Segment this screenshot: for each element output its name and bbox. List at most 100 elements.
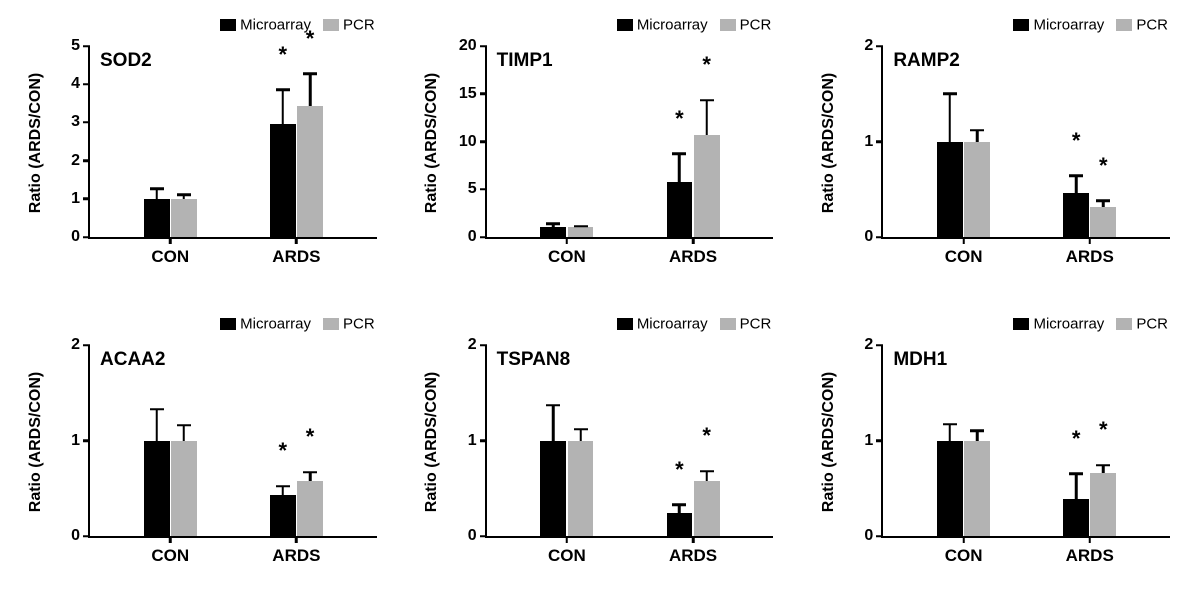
error-bar-stem xyxy=(282,486,285,495)
y-tick-mark xyxy=(480,535,487,538)
error-bar-stem xyxy=(976,130,979,141)
gene-title: SOD2 xyxy=(100,50,152,72)
panel-mdh1: MicroarrayPCR Ratio (ARDS/CON) 012CONARDS*… xyxy=(813,309,1180,588)
x-tick-label: CON xyxy=(151,247,189,267)
significance-star: * xyxy=(1072,130,1081,152)
error-bar-cap xyxy=(574,428,588,431)
x-tick-label: CON xyxy=(151,546,189,566)
legend-label: Microarray xyxy=(1033,17,1104,34)
y-tick-mark xyxy=(876,535,883,538)
bar xyxy=(144,199,170,237)
error-bar-cap xyxy=(150,187,164,190)
error-bar-stem xyxy=(282,90,285,124)
error-bar-stem xyxy=(678,154,681,182)
error-bar-cap xyxy=(303,72,317,75)
y-tick-mark xyxy=(83,45,90,48)
y-axis-label: Ratio (ARDS/CON) xyxy=(820,371,838,511)
bar xyxy=(568,227,594,237)
legend-label: PCR xyxy=(1136,316,1168,333)
bar xyxy=(171,441,197,537)
y-tick-mark xyxy=(480,344,487,347)
legend: MicroarrayPCR xyxy=(1013,315,1168,333)
x-tick-mark xyxy=(1088,237,1091,244)
plot-area: 012CONARDS** xyxy=(881,46,1170,239)
legend-swatch xyxy=(323,19,339,31)
error-bar-cap xyxy=(546,404,560,407)
error-bar-cap xyxy=(574,225,588,228)
legend-label: Microarray xyxy=(637,316,708,333)
bar xyxy=(1063,499,1089,536)
x-tick-mark xyxy=(692,536,695,543)
error-bar-stem xyxy=(309,472,312,481)
legend-label: PCR xyxy=(343,316,375,333)
bar xyxy=(270,495,296,536)
y-tick-mark xyxy=(83,198,90,201)
x-tick-label: ARDS xyxy=(669,247,717,267)
bar xyxy=(270,124,296,237)
y-axis-label: Ratio (ARDS/CON) xyxy=(27,371,45,511)
x-tick-label: CON xyxy=(945,247,983,267)
bar xyxy=(144,441,170,537)
y-axis-label: Ratio (ARDS/CON) xyxy=(424,371,442,511)
plot-area: 05101520CONARDS** xyxy=(485,46,774,239)
error-bar-stem xyxy=(1075,474,1078,499)
bar xyxy=(1090,207,1116,237)
significance-star: * xyxy=(306,426,315,448)
x-tick-mark xyxy=(169,536,172,543)
legend-swatch xyxy=(1013,318,1029,330)
x-tick-mark xyxy=(962,237,965,244)
x-tick-mark xyxy=(566,237,569,244)
bar xyxy=(937,441,963,537)
legend-swatch xyxy=(720,19,736,31)
y-tick-mark xyxy=(876,45,883,48)
error-bar-cap xyxy=(672,503,686,506)
panel-ramp2: MicroarrayPCRRatio (ARDS/CON)012CONARDS*… xyxy=(813,10,1180,289)
bar xyxy=(540,227,566,237)
error-bar-stem xyxy=(579,429,582,440)
y-tick-mark xyxy=(480,188,487,191)
error-bar-cap xyxy=(303,471,317,474)
legend-swatch xyxy=(1116,318,1132,330)
y-tick-mark xyxy=(876,140,883,143)
gene-title: TIMP1 xyxy=(497,50,553,72)
significance-star: * xyxy=(1072,428,1081,450)
gene-title: TSPAN8 xyxy=(497,349,571,371)
panel-timp1: MicroarrayPCRRatio (ARDS/CON)05101520CON… xyxy=(417,10,784,289)
legend: Microarray PCR xyxy=(220,315,375,333)
bar xyxy=(694,135,720,237)
bar xyxy=(964,142,990,238)
x-tick-mark xyxy=(692,237,695,244)
y-tick-mark xyxy=(83,439,90,442)
error-bar-stem xyxy=(552,405,555,440)
legend-swatch xyxy=(323,318,339,330)
bar xyxy=(667,513,693,536)
error-bar-stem xyxy=(678,505,681,514)
panel-acaa2: Microarray PCR Ratio (ARDS/CON) 012CONARDS*… xyxy=(20,309,387,588)
error-bar-stem xyxy=(976,431,979,441)
x-tick-mark xyxy=(962,536,965,543)
gene-title: ACAA2 xyxy=(100,349,165,371)
y-tick-mark xyxy=(480,236,487,239)
legend-label: Microarray xyxy=(240,316,311,333)
plot-area: 012CONARDS** xyxy=(881,345,1170,538)
error-bar-cap xyxy=(177,424,191,427)
gene-title: MDH1 xyxy=(893,349,947,371)
legend-label: PCR xyxy=(740,17,772,34)
error-bar-stem xyxy=(309,74,312,107)
bar xyxy=(1063,193,1089,237)
y-tick-mark xyxy=(83,159,90,162)
bar xyxy=(1090,473,1116,536)
plot-area: 012CONARDS** xyxy=(88,345,377,538)
bar xyxy=(937,142,963,238)
error-bar-stem xyxy=(949,424,952,440)
legend-label: PCR xyxy=(740,316,772,333)
legend-swatch xyxy=(617,19,633,31)
chart-grid: MicroarrayPCRRatio (ARDS/CON)012345CONAR… xyxy=(0,0,1200,598)
x-tick-mark xyxy=(295,237,298,244)
y-axis-label: Ratio (ARDS/CON) xyxy=(820,72,838,212)
y-tick-mark xyxy=(480,140,487,143)
error-bar-cap xyxy=(700,470,714,473)
significance-star: * xyxy=(675,459,684,481)
error-bar-cap xyxy=(943,93,957,96)
plot-area: 012CONARDS** xyxy=(485,345,774,538)
